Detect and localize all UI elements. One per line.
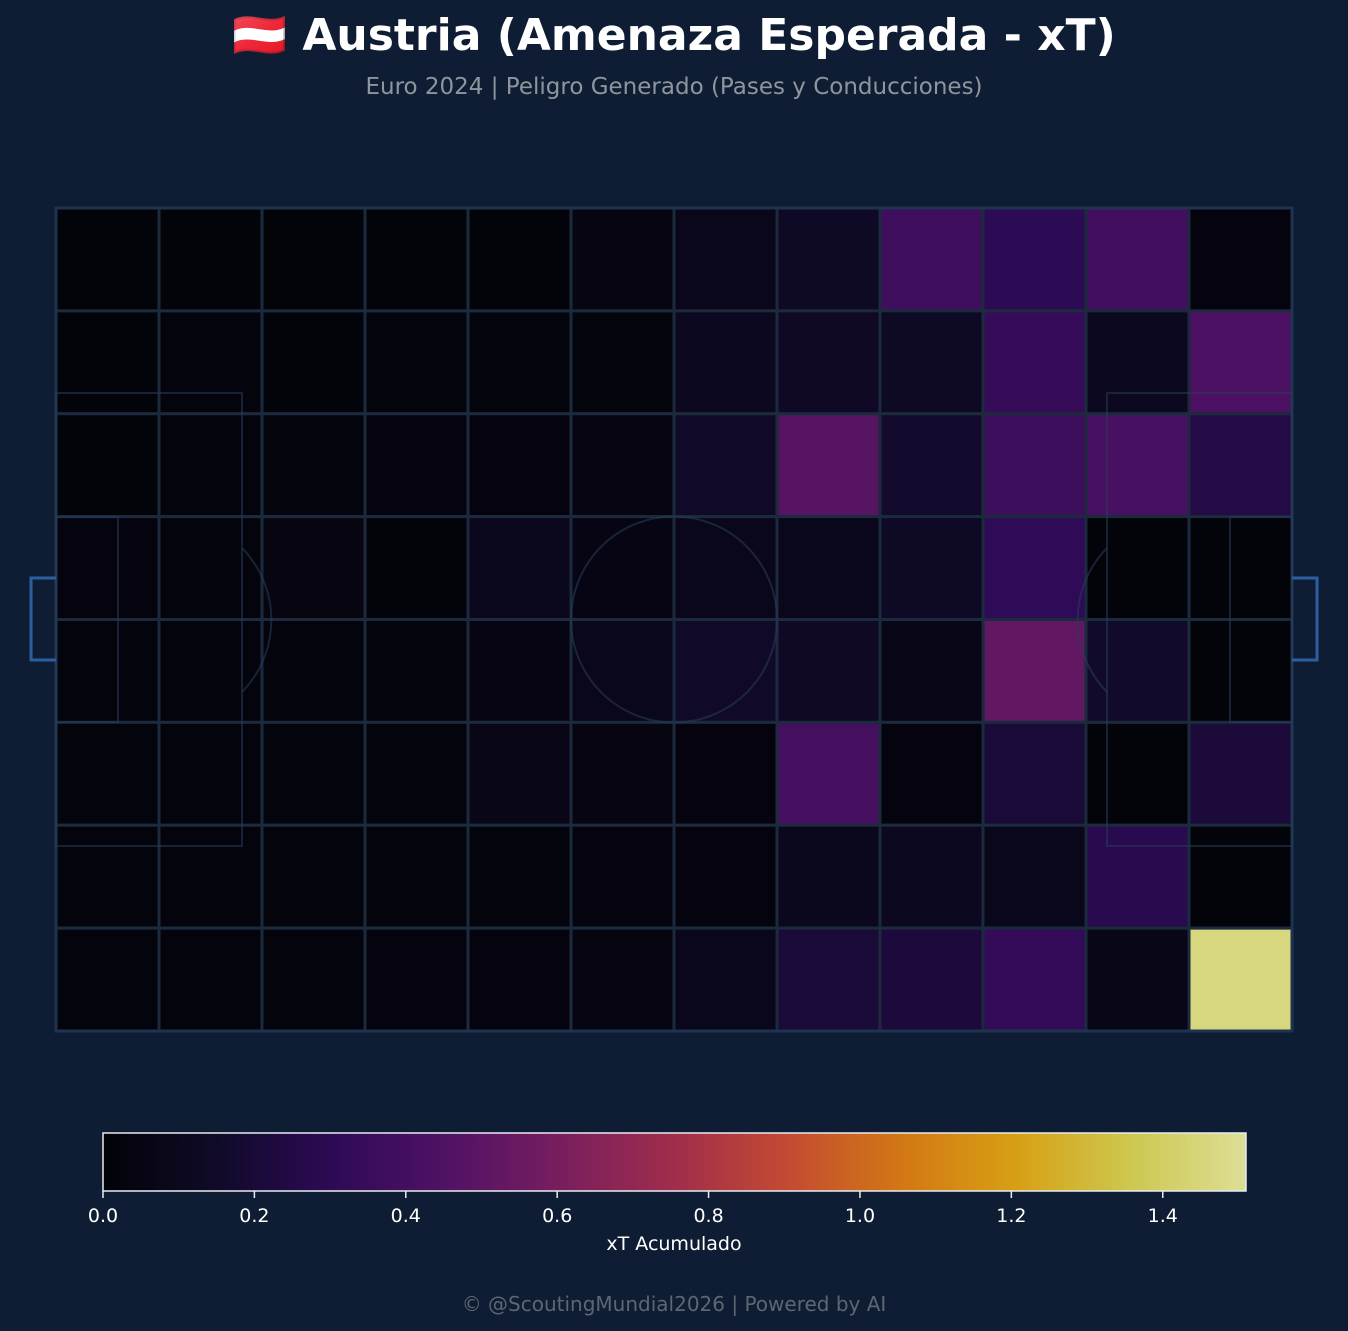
heatmap-cell <box>157 309 264 416</box>
heatmap-cell <box>157 720 264 827</box>
heatmap-cell <box>569 618 676 724</box>
heatmap-cell <box>775 206 882 313</box>
right-six-yard-box <box>1229 516 1293 723</box>
heatmap-cell <box>672 823 779 930</box>
footer-credit: © @ScoutingMundial2026 | Powered by AI <box>461 1292 887 1316</box>
colorbar-tick-label: 0.6 <box>542 1205 572 1227</box>
colorbar-tick-label: 1.4 <box>1148 1205 1178 1227</box>
heatmap-cells <box>54 206 1294 1033</box>
heatmap-cell <box>1187 309 1294 416</box>
colorbar-label: xT Acumulado <box>606 1233 741 1255</box>
colorbar-tick-label: 1.2 <box>996 1205 1026 1227</box>
pitch-markings <box>29 206 1319 1033</box>
colorbar-gradient <box>102 1132 1247 1192</box>
heatmap-cell <box>1187 720 1294 827</box>
heatmap-cell <box>260 720 367 827</box>
heatmap-cell <box>569 309 676 416</box>
heatmap-cell <box>1187 823 1294 930</box>
heatmap-cell <box>981 618 1088 724</box>
heatmap-cell <box>878 412 985 519</box>
heatmap-cell <box>1187 412 1294 519</box>
heatmap-cell <box>569 412 676 519</box>
heatmap-cell <box>260 412 367 519</box>
chart-title: 🇦🇹 Austria (Amenaza Esperada - xT) <box>232 10 1116 61</box>
heatmap-cell <box>981 926 1088 1033</box>
heatmap-cell <box>878 926 985 1033</box>
right-goal <box>1292 576 1319 662</box>
colorbar-tick-label: 0.2 <box>239 1205 269 1227</box>
heatmap-cell <box>466 618 573 724</box>
heatmap-cell <box>672 412 779 519</box>
heatmap-cell <box>569 515 676 621</box>
colorbar-tick-label: 0.4 <box>391 1205 421 1227</box>
right-penalty-arc <box>1076 547 1108 693</box>
heatmap-cell <box>363 823 470 930</box>
heatmap-cell <box>878 515 985 621</box>
heatmap-cell <box>466 309 573 416</box>
chart-subtitle: Euro 2024 | Peligro Generado (Pases y Co… <box>365 74 983 100</box>
heatmap-cell <box>157 515 264 621</box>
heatmap-cell <box>775 412 882 519</box>
left-penalty-arc <box>241 547 273 693</box>
colorbar-ticks: 0.0 0.2 0.4 0.6 0.8 1.0 1.2 1.4 <box>88 1191 1178 1227</box>
left-goal <box>29 576 56 662</box>
heatmap-cell <box>1084 515 1191 621</box>
heatmap-cell <box>157 618 264 724</box>
pitch-heatmap <box>29 206 1319 1033</box>
heatmap-cell <box>672 618 779 724</box>
heatmap-cell <box>981 206 1088 313</box>
heatmap-cell <box>672 515 779 621</box>
center-circle <box>570 515 778 724</box>
colorbar-tick-label: 0.8 <box>693 1205 723 1227</box>
heatmap-cell <box>54 309 161 416</box>
left-six-yard-box <box>55 516 119 723</box>
heatmap-cell <box>363 412 470 519</box>
heatmap-cell <box>466 206 573 313</box>
heatmap-cell <box>1084 309 1191 416</box>
colorbar-tick-label: 1.0 <box>845 1205 875 1227</box>
heatmap-cell <box>363 926 470 1033</box>
heatmap-cell <box>466 515 573 621</box>
heatmap-cell <box>363 515 470 621</box>
heatmap-cell <box>1187 926 1294 1033</box>
heatmap-cell <box>672 206 779 313</box>
heatmap-cell <box>569 720 676 827</box>
heatmap-cell <box>569 206 676 313</box>
heatmap-cell <box>775 720 882 827</box>
heatmap-cell <box>157 823 264 930</box>
heatmap-cell <box>54 618 161 724</box>
colorbar-tick-label: 0.0 <box>88 1205 118 1227</box>
heatmap-cell <box>363 618 470 724</box>
